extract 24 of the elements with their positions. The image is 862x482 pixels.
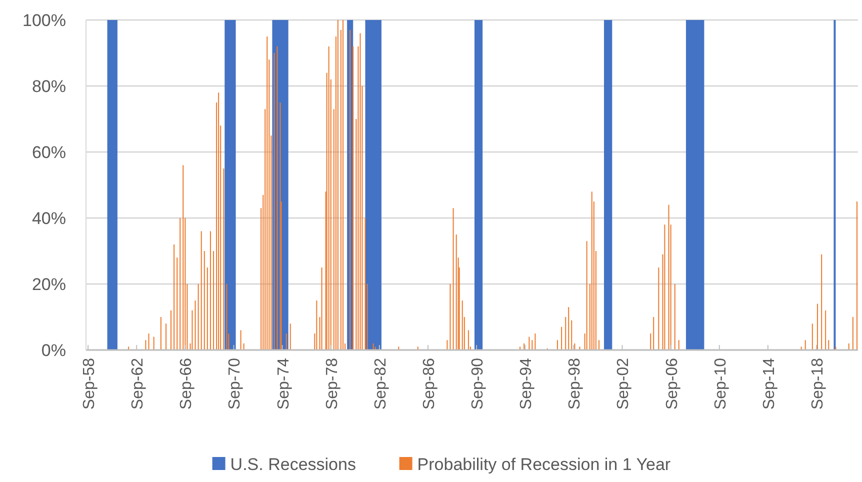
x-tick-label: Sep-74: [275, 358, 292, 410]
legend-label: Probability of Recession in 1 Year: [417, 455, 671, 474]
x-tick-label: Sep-02: [615, 358, 632, 410]
y-tick-label: 60%: [32, 143, 66, 162]
y-tick-label: 100%: [22, 11, 66, 30]
x-tick-label: Sep-06: [664, 358, 681, 410]
y-tick-label: 20%: [32, 275, 66, 294]
x-tick-label: Sep-18: [809, 358, 826, 410]
x-tick-label: Sep-94: [518, 358, 536, 410]
x-tick-label: Sep-90: [470, 358, 487, 410]
y-tick-label: 80%: [32, 77, 66, 96]
x-tick-label: Sep-86: [420, 358, 438, 410]
x-tick-label: Sep-10: [712, 358, 730, 410]
x-tick-label: Sep-82: [372, 358, 390, 410]
x-tick-label: Sep-70: [226, 358, 244, 410]
x-tick-label: Sep-14: [760, 358, 778, 410]
x-tick-label: Sep-98: [566, 358, 584, 410]
x-tick-label: Sep-66: [178, 358, 196, 410]
x-tick-label: Sep-58: [81, 358, 98, 410]
x-tick-label: Sep-78: [324, 358, 341, 410]
y-tick-label: 0%: [41, 341, 66, 360]
legend-label: U.S. Recessions: [230, 455, 356, 474]
y-tick-label: 40%: [32, 209, 66, 228]
x-tick-label: Sep-62: [130, 358, 147, 410]
